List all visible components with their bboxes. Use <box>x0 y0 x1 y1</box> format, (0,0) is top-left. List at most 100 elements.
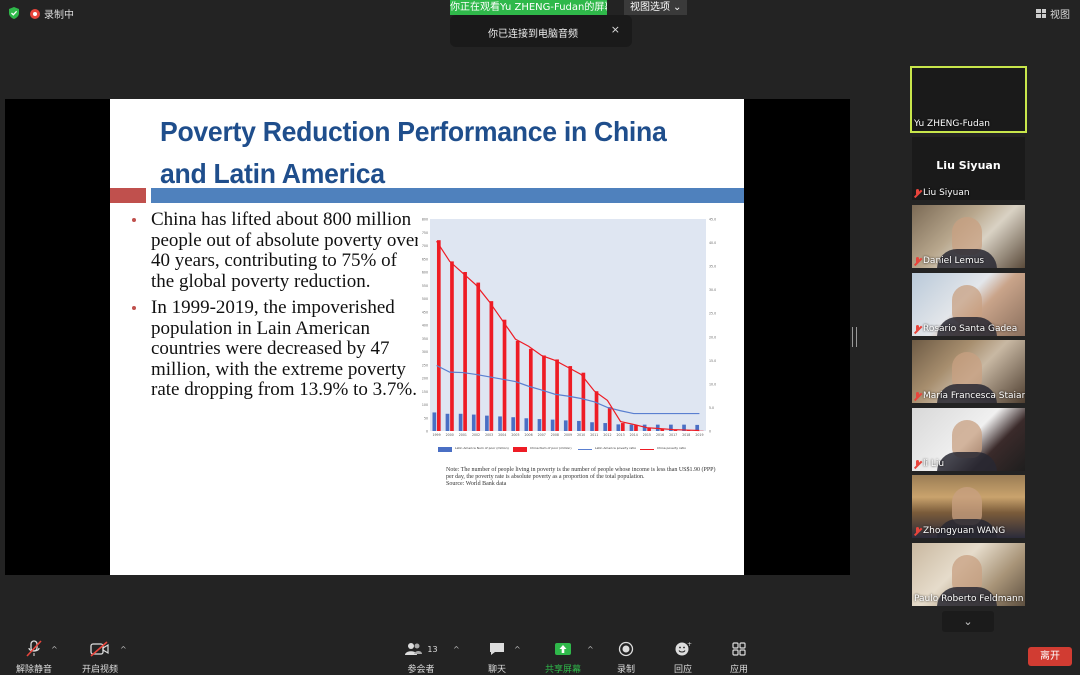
panel-resize-handle[interactable] <box>852 327 857 347</box>
participant-count: 13 <box>427 644 438 654</box>
participant-label: Daniel Lemus <box>914 256 984 266</box>
china-poor-bar <box>528 348 533 431</box>
participant-label: Zhongyuan WANG <box>914 526 1005 536</box>
latin-america-poor-bar <box>629 424 634 431</box>
record-button[interactable]: 录制 <box>614 640 638 675</box>
share-screen-label: 共享屏幕 <box>544 665 581 675</box>
participant-tile[interactable]: Rosario Santa Gadea <box>912 273 1025 336</box>
left-tick-label: 50 <box>424 416 428 420</box>
participant-name: Paulo Roberto Feldmann <box>914 594 1024 604</box>
close-icon[interactable]: × <box>610 23 620 36</box>
participant-tile[interactable]: li Liu <box>912 408 1025 471</box>
chevron-down-icon: ⌄ <box>673 2 682 13</box>
participants-button[interactable]: 13 参会者 <box>404 640 438 675</box>
x-tick-label: 2007 <box>538 433 546 437</box>
x-tick-label: 2004 <box>498 433 506 437</box>
left-tick-label: 250 <box>422 363 428 367</box>
bullet-item: China has lifted about 800 million peopl… <box>132 209 422 292</box>
reactions-button[interactable]: + 回应 <box>670 640 696 675</box>
video-options-caret[interactable]: ^ <box>120 645 127 654</box>
title-accent-bar-red <box>110 188 146 203</box>
view-options-button[interactable]: 视图选项 ⌄ <box>624 0 688 15</box>
participant-video <box>952 352 982 390</box>
recording-indicator[interactable]: 录制中 <box>30 6 74 21</box>
participant-tile[interactable]: Paulo Roberto Feldmann <box>912 543 1025 606</box>
security-shield-icon[interactable] <box>8 7 20 19</box>
slide-title: Poverty Reduction Performance in China a… <box>160 111 702 195</box>
china-poverty-ratio-line <box>436 240 700 432</box>
unmute-button[interactable]: 解除静音 <box>12 640 56 675</box>
participant-name: Maria Francesca Staiano <box>923 391 1025 401</box>
participants-label: 参会者 <box>407 665 435 675</box>
left-tick-label: 350 <box>422 337 428 341</box>
screen-share-banner: 你正在观看Yu ZHENG-Fudan的屏幕 <box>450 0 607 15</box>
china-poor-bar <box>568 366 573 431</box>
share-options-caret[interactable]: ^ <box>587 645 594 654</box>
legend-swatch <box>513 447 527 452</box>
right-tick-label: 45.0 <box>709 218 716 222</box>
chat-options-caret[interactable]: ^ <box>514 645 521 654</box>
participant-tile[interactable]: Daniel Lemus <box>912 205 1025 268</box>
smiley-icon: + <box>670 640 696 658</box>
left-tick-label: 600 <box>422 271 428 275</box>
china-poor-bar <box>581 372 586 431</box>
china-poor-bar <box>436 240 441 431</box>
meeting-toolbar: 解除静音 ^ 开启视频 ^ 13 参会者 ^ 聊天 ^ 共享屏幕 ^ 录制 <box>0 636 1080 675</box>
chat-icon <box>484 640 510 658</box>
latin-america-poor-bar <box>471 414 476 431</box>
china-poor-bar <box>463 272 467 431</box>
leave-button[interactable]: 离开 <box>1028 647 1072 666</box>
x-tick-label: 2016 <box>656 433 664 437</box>
recording-label: 录制中 <box>44 10 74 21</box>
participant-center-name: Liu Siyuan <box>936 159 1001 172</box>
right-tick-label: 40.0 <box>709 241 716 245</box>
start-video-button[interactable]: 开启视频 <box>78 640 122 675</box>
china-poor-bar <box>634 425 638 431</box>
participant-tile[interactable]: Yu ZHENG-Fudan <box>910 66 1027 133</box>
scroll-down-button[interactable]: ⌄ <box>942 611 994 632</box>
video-off-icon <box>78 640 122 658</box>
x-tick-label: 2013 <box>617 433 625 437</box>
apps-button[interactable]: 应用 <box>726 640 752 675</box>
x-tick-label: 2019 <box>695 433 703 437</box>
china-poor-bar <box>502 319 507 431</box>
participant-name: Daniel Lemus <box>923 256 985 266</box>
left-tick-label: 300 <box>422 350 428 354</box>
unmute-label: 解除静音 <box>15 665 52 675</box>
chat-button[interactable]: 聊天 <box>484 640 510 675</box>
participant-body <box>937 384 997 403</box>
share-screen-button[interactable]: 共享屏幕 <box>543 640 583 675</box>
poverty-chart: 0 50 100 150 200 250 300 350 400 450 500 550 600 650 7… <box>418 215 718 459</box>
grid-icon <box>1036 9 1046 18</box>
participant-video <box>952 420 982 458</box>
start-video-label: 开启视频 <box>81 665 118 675</box>
china-poor-bar <box>515 340 520 431</box>
participant-label: Liu Siyuan <box>914 188 970 198</box>
x-tick-label: 2001 <box>459 433 467 437</box>
participant-tile[interactable]: Maria Francesca Staiano <box>912 340 1025 403</box>
participant-tile[interactable]: Liu Siyuan Liu Siyuan <box>912 137 1025 200</box>
china-poor-bar <box>607 407 612 431</box>
participant-label: Paulo Roberto Feldmann <box>914 594 1023 604</box>
mic-muted-icon <box>914 459 921 469</box>
bullet-list: China has lifted about 800 million peopl… <box>132 209 422 407</box>
audio-options-caret[interactable]: ^ <box>51 645 58 654</box>
record-icon <box>30 8 40 19</box>
bullet-text: China has lifted about 800 million peopl… <box>151 209 421 292</box>
participants-options-caret[interactable]: ^ <box>453 645 460 654</box>
right-tick-label: 25.0 <box>709 312 716 316</box>
mic-muted-icon <box>914 526 921 536</box>
x-tick-label: 2011 <box>590 433 598 437</box>
latin-america-poor-bar <box>524 418 529 431</box>
view-button[interactable]: 视图 <box>1036 6 1070 21</box>
chat-label: 聊天 <box>487 665 506 675</box>
record-icon <box>614 640 638 658</box>
note-text: Note: The number of people living in pov… <box>446 467 716 480</box>
x-tick-label: 2010 <box>577 433 585 437</box>
legend-swatch <box>438 447 452 452</box>
participant-tile[interactable]: Zhongyuan WANG <box>912 475 1025 538</box>
participant-label: li Liu <box>914 459 944 469</box>
x-tick-label: 2012 <box>603 433 611 437</box>
source-text: Source: World Bank data <box>446 481 507 487</box>
presentation-slide: Poverty Reduction Performance in China a… <box>110 99 744 575</box>
